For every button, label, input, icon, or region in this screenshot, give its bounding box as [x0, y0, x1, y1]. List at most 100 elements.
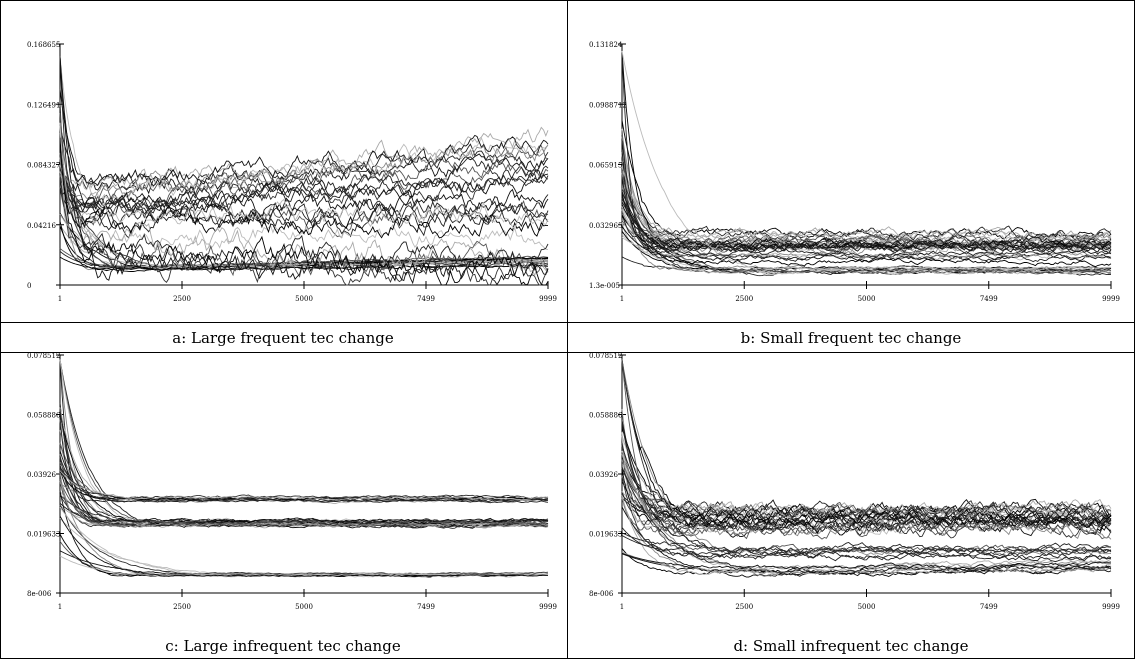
series-line-42 [621, 445, 1112, 556]
series-line-42 [621, 176, 1112, 258]
series-line-27 [59, 112, 549, 239]
series-line-10 [59, 156, 549, 214]
series-line-2 [621, 427, 1112, 521]
series-line-31 [59, 469, 549, 501]
x-tick-label: 9999 [539, 295, 557, 303]
series-line-8 [621, 359, 1112, 519]
series-line-39 [621, 359, 1112, 557]
y-tick-label: 0.168655 [27, 41, 60, 49]
caption-panel-d: d: Small infrequent tec change [733, 637, 968, 655]
series-line-16 [621, 455, 1112, 525]
series-line-26 [59, 407, 549, 505]
y-tick-label: 0.058886 [27, 412, 61, 420]
x-tick-label: 7499 [980, 295, 998, 303]
series-line-25 [59, 442, 549, 502]
series-line-31 [621, 553, 1112, 577]
series-line-18 [59, 414, 549, 526]
series-line-38 [59, 143, 549, 286]
chart-panel-c: 8e-006 0.019633 0.03926 0.058886 0.078512 1 25… [27, 352, 557, 611]
series-line-26 [59, 102, 549, 224]
x-tick-label: 7499 [980, 603, 998, 611]
y-tick-label: 0.03926 [589, 471, 618, 479]
x-tick-label: 2500 [173, 295, 191, 303]
x-tick-label: 1 [620, 295, 624, 303]
series-line-43 [621, 226, 1112, 268]
x-tick-label: 9999 [539, 603, 557, 611]
series-line-39 [59, 56, 549, 286]
series-line-41 [621, 209, 1112, 260]
series-line-23 [621, 494, 1112, 525]
series-line-6 [59, 56, 549, 212]
x-tick-label: 5000 [295, 295, 313, 303]
y-tick-label: 0.019633 [27, 531, 60, 539]
x-tick-label: 7499 [417, 295, 435, 303]
series-line-21 [621, 420, 1112, 531]
series-line-11 [59, 136, 549, 214]
series-line-22 [59, 402, 549, 524]
series-line-29 [59, 125, 549, 235]
series-line-43 [59, 515, 549, 578]
series-line-28 [59, 175, 549, 239]
series-line-39 [59, 533, 549, 578]
series-line-9 [621, 160, 1112, 240]
series-line-24 [621, 445, 1112, 540]
series-line-38 [59, 504, 549, 575]
x-tick-label: 9999 [1102, 603, 1120, 611]
series-line-33 [59, 126, 549, 230]
series-line-16 [59, 430, 549, 528]
series-line-12 [621, 175, 1112, 242]
x-tick-label: 1 [620, 603, 624, 611]
series-line-32 [59, 186, 549, 220]
series-line-29 [59, 457, 549, 503]
y-tick-label: 0.078512 [589, 352, 622, 360]
series-line-9 [621, 452, 1112, 525]
series-line-32 [59, 466, 549, 501]
series-line-7 [59, 126, 549, 189]
series-line-5 [621, 480, 1112, 538]
series-line-41 [59, 481, 549, 576]
x-tick-label: 7499 [417, 603, 435, 611]
series-line-30 [621, 460, 1112, 577]
y-tick-label: 0.126491 [27, 101, 60, 109]
chart-panel-d: 8e-006 0.019633 0.03926 0.058886 0.078512 1 25… [589, 352, 1120, 611]
x-tick-label: 2500 [173, 603, 191, 611]
y-tick-label: 0.03926 [27, 471, 56, 479]
series-line-2 [621, 120, 1112, 242]
series-line-33 [59, 470, 549, 501]
caption-panel-a: a: Large frequent tec change [172, 329, 394, 347]
series-line-36 [59, 213, 549, 277]
series-line-31 [621, 171, 1112, 274]
series-line-34 [59, 152, 549, 278]
series-line-42 [59, 507, 548, 577]
caption-panel-c: c: Large infrequent tec change [165, 637, 401, 655]
x-tick-label: 5000 [295, 603, 313, 611]
series-line-28 [59, 417, 549, 504]
series-line-33 [621, 551, 1112, 575]
series-line-33 [621, 206, 1112, 275]
y-tick-label: 0.019633 [589, 531, 622, 539]
series-line-17 [621, 435, 1112, 521]
chart-panel-b: 1.3e-005 0.032965 0.0659155 0.0988712 0.1318… [589, 41, 1120, 303]
series-line-24 [59, 462, 549, 501]
x-tick-label: 1 [58, 295, 62, 303]
series-line-1 [59, 143, 549, 195]
series-line-23 [59, 453, 549, 527]
y-tick-label: 0 [27, 282, 31, 290]
series-line-35 [621, 172, 1112, 272]
series-line-8 [59, 124, 549, 187]
x-tick-label: 2500 [735, 295, 753, 303]
y-tick-label: 0.058886 [589, 412, 623, 420]
series-line-25 [621, 214, 1112, 253]
x-tick-label: 9999 [1102, 295, 1120, 303]
series-line-22 [621, 50, 1112, 252]
y-tick-label: 0.032965 [589, 222, 622, 230]
y-tick-label: 0.084327 [27, 162, 60, 170]
series-line-23 [621, 192, 1112, 254]
series-line-25 [621, 359, 1112, 528]
x-tick-label: 2500 [735, 603, 753, 611]
series-line-9 [59, 141, 549, 199]
y-tick-label: 8e-006 [589, 590, 614, 598]
y-tick-label: 0.131824 [589, 41, 623, 49]
y-tick-label: 0.0659155 [589, 162, 627, 170]
